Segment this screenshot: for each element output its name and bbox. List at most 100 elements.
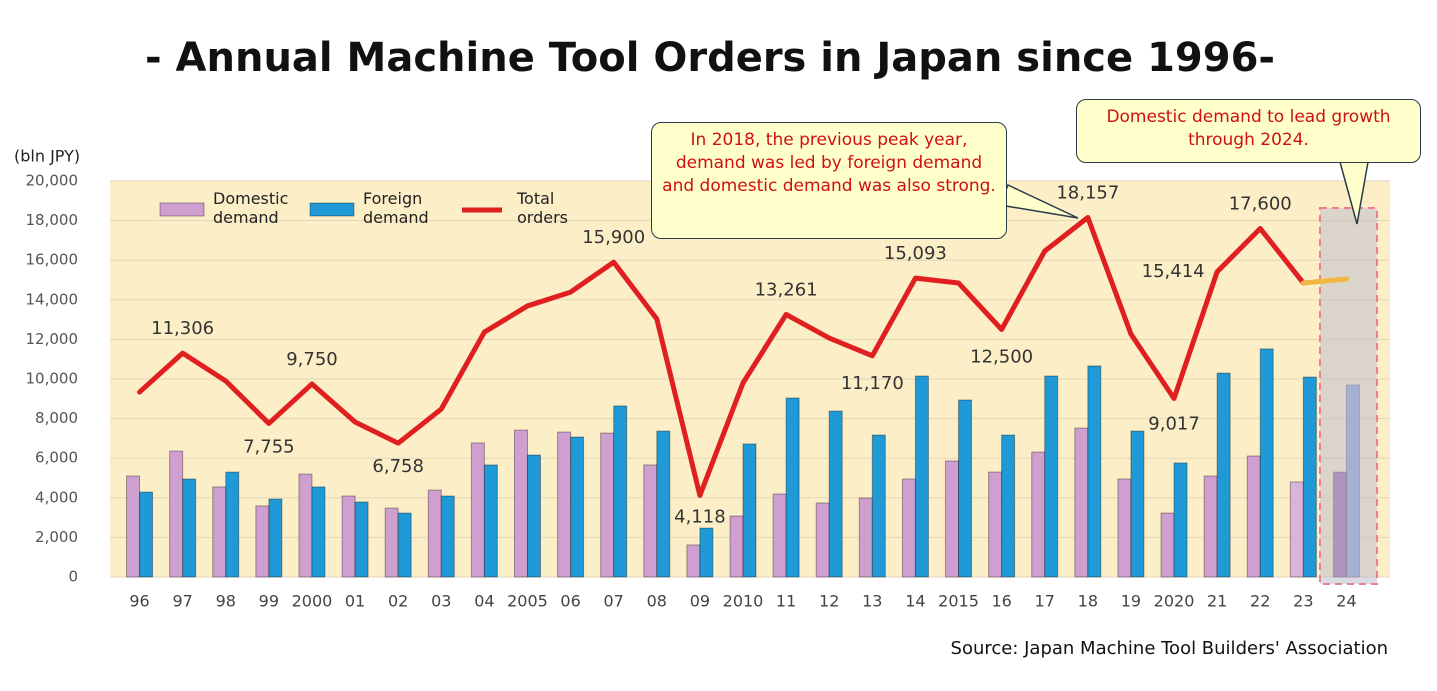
bar	[945, 460, 960, 578]
x-tick-label: 17	[1035, 592, 1055, 611]
y-tick-label: 10,000	[26, 370, 79, 388]
data-label: 4,118	[674, 506, 726, 527]
bar	[1216, 372, 1231, 578]
data-label: 7,755	[243, 436, 295, 457]
legend-label: Total orders	[517, 189, 568, 227]
bar	[600, 432, 615, 578]
bar	[268, 498, 283, 578]
bar	[1259, 348, 1274, 578]
y-tick-label: 4,000	[35, 488, 78, 506]
data-label: 6,758	[372, 456, 424, 477]
bar	[440, 495, 455, 578]
x-tick-label: 97	[172, 592, 192, 611]
x-tick-label: 2010	[723, 592, 764, 611]
bar	[212, 486, 227, 578]
bar	[427, 489, 442, 578]
x-tick-label: 02	[388, 592, 408, 611]
y-tick-label: 20,000	[26, 172, 79, 190]
bar	[384, 507, 399, 578]
y-tick-label: 12,000	[26, 330, 79, 348]
x-tick-label: 06	[560, 592, 580, 611]
y-tick-label: 2,000	[35, 528, 78, 546]
data-label: 17,600	[1229, 194, 1292, 215]
legend-swatch	[159, 202, 205, 217]
bar	[225, 471, 240, 578]
bar	[742, 443, 757, 578]
x-tick-label: 19	[1121, 592, 1141, 611]
data-label: 15,093	[884, 243, 947, 264]
legend-label: Domestic demand	[213, 189, 289, 227]
bar	[828, 410, 843, 578]
bar	[1246, 455, 1261, 578]
bar	[699, 527, 714, 578]
x-tick-label: 98	[216, 592, 236, 611]
bar	[1203, 475, 1218, 578]
bar	[1031, 451, 1046, 578]
bar	[914, 375, 929, 578]
bar	[182, 478, 197, 578]
bar	[656, 430, 671, 578]
x-tick-label: 01	[345, 592, 365, 611]
bar	[298, 473, 313, 578]
bar	[958, 399, 973, 578]
bar	[901, 478, 916, 578]
bar	[1130, 430, 1145, 578]
x-tick-label: 13	[862, 592, 882, 611]
bar	[871, 434, 886, 578]
x-tick-label: 18	[1078, 592, 1098, 611]
legend-label: Foreign demand	[363, 189, 429, 227]
x-tick-label: 14	[905, 592, 925, 611]
line	[137, 214, 1306, 498]
x-tick-label: 22	[1250, 592, 1270, 611]
x-tick-label: 2020	[1154, 592, 1195, 611]
bar	[397, 512, 412, 578]
bar	[483, 464, 498, 578]
source: Source: Japan Machine Tool Builders' Ass…	[951, 638, 1388, 659]
callout: Domestic demand to lead growth through 2…	[1076, 99, 1421, 163]
bar	[1173, 462, 1188, 578]
chart-title: - Annual Machine Tool Orders in Japan si…	[145, 35, 1275, 81]
y-tick-label: 8,000	[35, 409, 78, 427]
x-tick-label: 07	[604, 592, 624, 611]
data-label: 15,414	[1142, 261, 1205, 282]
x-tick-label: 21	[1207, 592, 1227, 611]
x-tick-label: 99	[259, 592, 279, 611]
bar	[858, 497, 873, 578]
data-label: 13,261	[755, 279, 818, 300]
x-tick-label: 24	[1336, 592, 1356, 611]
bar	[815, 502, 830, 578]
bar	[354, 501, 369, 578]
data-label: 11,170	[841, 373, 904, 394]
x-tick-label: 09	[690, 592, 710, 611]
bar	[1044, 375, 1059, 578]
bar	[613, 405, 628, 578]
bar	[1302, 376, 1317, 578]
bar	[513, 429, 528, 578]
x-tick-label: 11	[776, 592, 796, 611]
data-label: 11,306	[151, 318, 214, 339]
bar	[1001, 434, 1016, 578]
x-tick-label: 04	[474, 592, 494, 611]
y-tick-label: 16,000	[26, 251, 79, 269]
x-tick-label: 12	[819, 592, 839, 611]
bar	[526, 454, 541, 578]
bar	[1289, 481, 1304, 578]
data-label: 15,900	[582, 227, 645, 248]
legend-swatch	[309, 202, 355, 217]
bar	[341, 495, 356, 578]
bar	[686, 544, 701, 578]
y-tick-label: 18,000	[26, 211, 79, 229]
x-tick-label: 2005	[507, 592, 548, 611]
bar	[988, 471, 1003, 578]
bar	[311, 486, 326, 578]
bar	[1160, 512, 1175, 578]
data-label: 9,017	[1148, 413, 1200, 434]
bar	[557, 431, 572, 578]
bar	[255, 505, 270, 578]
x-tick-label: 16	[991, 592, 1011, 611]
y-tick-label: 6,000	[35, 449, 78, 467]
y-axis-label: (bln JPY)	[14, 147, 80, 166]
x-tick-label: 96	[129, 592, 149, 611]
bar	[1074, 427, 1089, 578]
